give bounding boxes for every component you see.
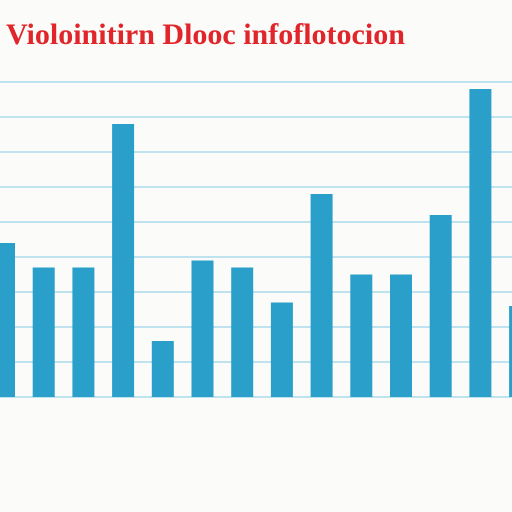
bar xyxy=(191,260,214,397)
bar xyxy=(231,267,254,397)
bar xyxy=(350,274,373,397)
chart-title: Violoinitirn Dlooc infoflotocion xyxy=(6,18,405,51)
bar xyxy=(390,274,412,397)
bar xyxy=(72,267,95,397)
bar xyxy=(310,194,333,397)
bar xyxy=(112,124,135,397)
bar xyxy=(509,306,512,397)
bar xyxy=(0,243,15,397)
bar xyxy=(270,302,293,397)
bar xyxy=(469,89,492,397)
bar xyxy=(32,267,55,397)
bar xyxy=(429,215,452,397)
bar xyxy=(151,341,174,397)
